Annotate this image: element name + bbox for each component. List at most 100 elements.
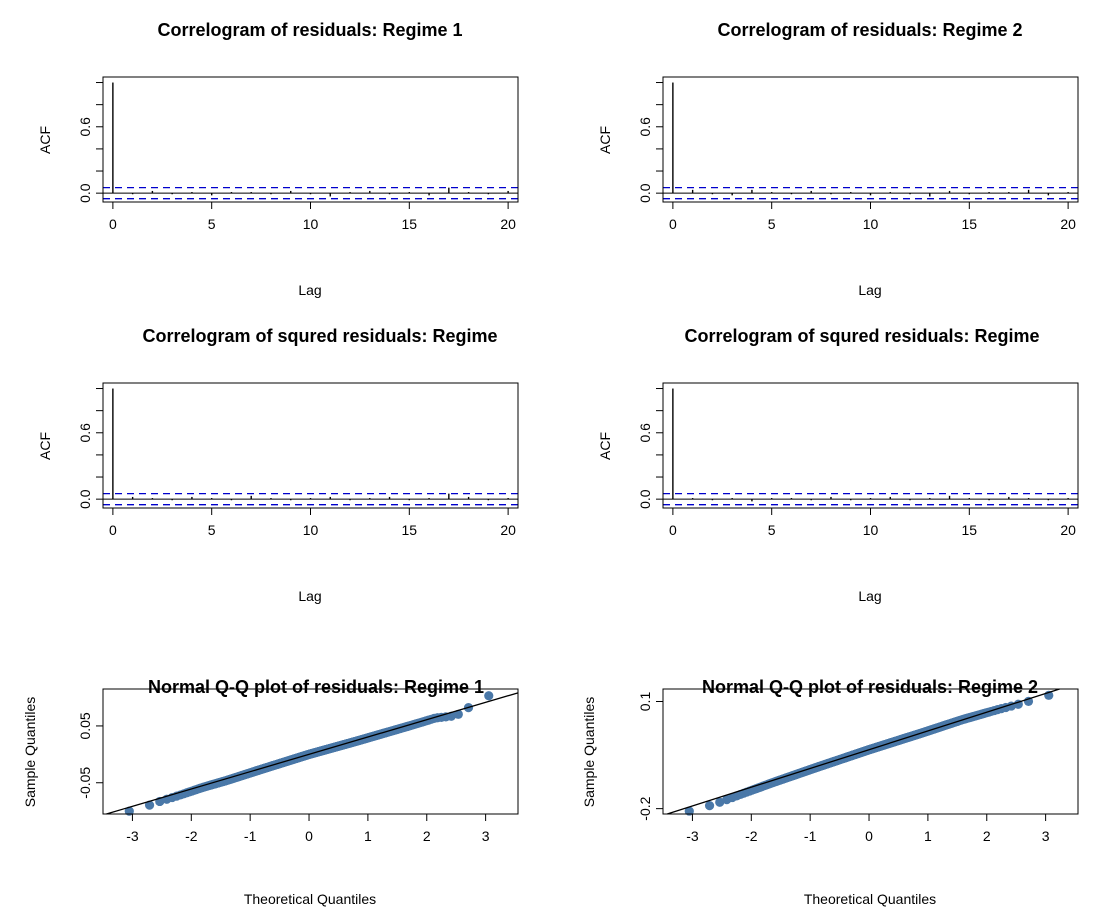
x-tick-label: 0: [109, 216, 117, 232]
chart-title: Normal Q-Q plot of residuals: Regime 1: [148, 677, 484, 697]
plot-frame: [102, 688, 519, 815]
x-tick-label: -3: [126, 828, 139, 844]
y-tick-label: -0.05: [77, 767, 93, 799]
y-axis: 0.0 0.6: [77, 82, 103, 203]
x-axis-label: Theoretical Quantiles: [244, 891, 376, 907]
chart-marks: [103, 82, 518, 200]
qq-point: [453, 709, 463, 719]
x-tick-label: 20: [1060, 522, 1076, 538]
x-tick-label: 2: [983, 828, 991, 844]
chart-title: Correlogram of residuals: Regime 2: [717, 20, 1022, 40]
y-axis: 0.0 0.6: [637, 388, 663, 509]
x-axis-label: Lag: [298, 588, 321, 604]
qq-reference-line: [106, 692, 519, 815]
panel-acf-residuals-regime-2: Correlogram of residuals: Regime 2 0 5 10 1…: [597, 20, 1079, 298]
x-tick-label: 20: [1060, 216, 1076, 232]
y-tick-label: 0.0: [637, 489, 653, 509]
x-tick-label: 2: [423, 828, 431, 844]
y-tick-label: 0.0: [77, 489, 93, 509]
x-tick-label: 5: [768, 522, 776, 538]
panel-qq-residuals-regime-2: Normal Q-Q plot of residuals: Regime 2 -…: [581, 677, 1079, 907]
plot-frame: [102, 382, 519, 509]
y-tick-label: 0.1: [637, 692, 653, 712]
x-tick-label: 0: [109, 522, 117, 538]
y-axis-label: ACF: [597, 432, 613, 460]
x-tick-label: -3: [686, 828, 699, 844]
plot-frame: [662, 688, 1079, 815]
qq-reference-line: [667, 688, 1060, 815]
chart-marks: [663, 388, 1078, 506]
x-axis: 0 5 10 15 20: [669, 508, 1076, 538]
x-tick-label: 0: [305, 828, 313, 844]
plot-frame: [662, 382, 1079, 509]
chart-title: Correlogram of residuals: Regime 1: [157, 20, 462, 40]
panel-acf-residuals-regime-1: Correlogram of residuals: Regime 1 0 5 10 1…: [37, 20, 519, 298]
chart-marks: [663, 82, 1078, 200]
panel-qq-residuals-regime-1: Normal Q-Q plot of residuals: Regime 1 -…: [22, 677, 519, 907]
qq-point: [484, 691, 494, 701]
panel-acf-squared-residuals-right: Correlogram of squred residuals: Regime …: [597, 326, 1079, 604]
chart-title: Correlogram of squred residuals: Regime: [684, 326, 1039, 346]
y-axis-label: Sample Quantiles: [22, 697, 38, 808]
chart-marks: [667, 688, 1060, 816]
qq-point: [144, 800, 155, 810]
y-axis: 0.0 0.6: [77, 388, 103, 509]
y-tick-label: 0.0: [637, 183, 653, 203]
x-tick-label: 1: [924, 828, 932, 844]
x-axis-label: Theoretical Quantiles: [804, 891, 936, 907]
x-tick-label: 15: [962, 522, 978, 538]
x-tick-label: 15: [402, 216, 418, 232]
x-axis-label: Lag: [858, 282, 881, 298]
y-axis: 0.0 0.6: [637, 82, 663, 203]
x-tick-label: 0: [669, 522, 677, 538]
qq-point: [684, 806, 694, 816]
y-tick-label: -0.2: [637, 796, 653, 820]
qq-point: [446, 711, 456, 721]
y-tick-label: 0.6: [77, 423, 93, 443]
y-axis-label: ACF: [597, 126, 613, 154]
chart-title: Normal Q-Q plot of residuals: Regime 2: [702, 677, 1038, 697]
plot-frame: [662, 76, 1079, 203]
y-tick-label: 0.6: [637, 423, 653, 443]
y-axis-label: Sample Quantiles: [581, 697, 597, 808]
x-tick-label: 10: [863, 522, 879, 538]
x-tick-label: 0: [669, 216, 677, 232]
x-axis: -3 -2 -1 0 1 2 3: [686, 814, 1050, 844]
plot-frame: [102, 76, 519, 203]
x-tick-label: 0: [865, 828, 873, 844]
x-tick-label: -1: [804, 828, 817, 844]
y-axis-label: ACF: [37, 126, 53, 154]
x-tick-label: 5: [208, 522, 216, 538]
x-tick-label: 5: [208, 216, 216, 232]
x-tick-label: -1: [244, 828, 257, 844]
x-tick-label: -2: [185, 828, 198, 844]
qq-point: [124, 806, 134, 816]
x-tick-label: 15: [402, 522, 418, 538]
x-axis-label: Lag: [298, 282, 321, 298]
qq-point: [704, 801, 715, 811]
x-tick-label: 10: [303, 216, 319, 232]
y-tick-label: 0.05: [77, 712, 93, 739]
x-tick-label: 20: [500, 216, 516, 232]
x-tick-label: 5: [768, 216, 776, 232]
x-axis: -3 -2 -1 0 1 2 3: [126, 814, 490, 844]
x-axis: 0 5 10 15 20: [669, 202, 1076, 232]
y-axis-label: ACF: [37, 432, 53, 460]
y-tick-label: 0.0: [77, 183, 93, 203]
x-tick-label: 3: [482, 828, 490, 844]
x-tick-label: 1: [364, 828, 372, 844]
panel-acf-squared-residuals-left: Correlogram of squred residuals: Regime …: [37, 326, 519, 604]
x-tick-label: 10: [303, 522, 319, 538]
chart-marks: [106, 691, 519, 816]
x-tick-label: 15: [962, 216, 978, 232]
x-tick-label: -2: [745, 828, 758, 844]
y-tick-label: 0.6: [77, 117, 93, 137]
y-tick-label: 0.6: [637, 117, 653, 137]
x-tick-label: 20: [500, 522, 516, 538]
x-tick-label: 10: [863, 216, 879, 232]
x-axis-label: Lag: [858, 588, 881, 604]
y-axis: -0.05 0.05: [77, 712, 103, 799]
x-axis: 0 5 10 15 20: [109, 508, 516, 538]
chart-title: Correlogram of squred residuals: Regime: [142, 326, 497, 346]
